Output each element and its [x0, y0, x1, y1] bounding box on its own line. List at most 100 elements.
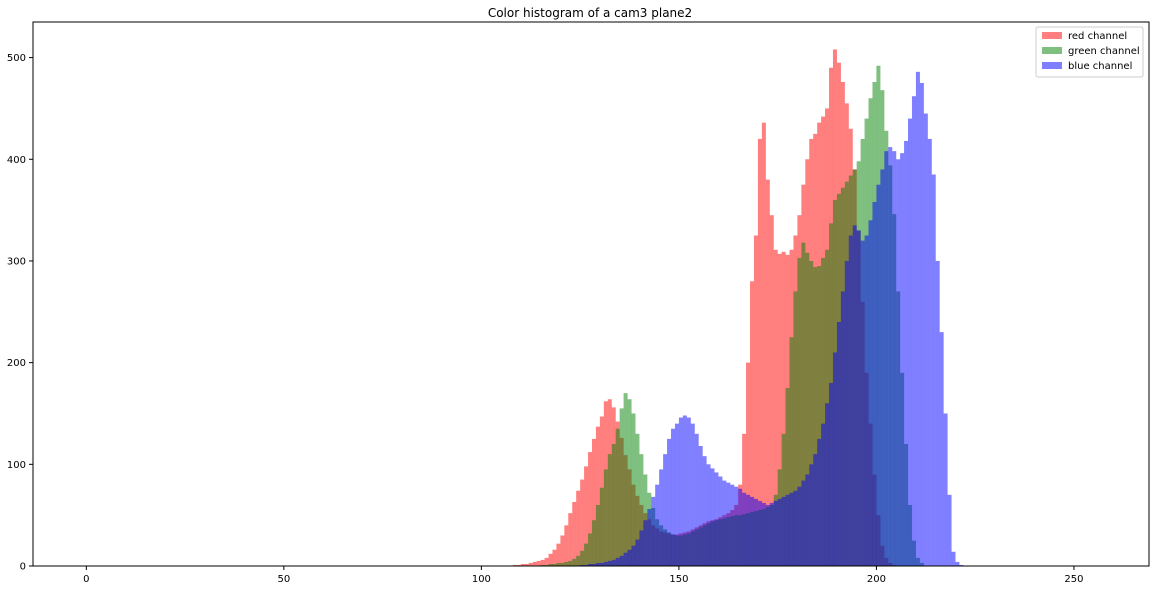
histogram-bar: [832, 352, 837, 566]
histogram-bar: [746, 494, 751, 566]
plot-frame: [32, 21, 1150, 567]
histogram-bar: [659, 469, 664, 566]
histogram-bar: [516, 564, 521, 566]
histogram-bar: [595, 562, 600, 566]
y-tick-label: 300: [7, 256, 26, 267]
legend: red channel green channel blue channel: [1035, 26, 1144, 78]
histogram-bar: [647, 509, 652, 566]
y-tick-label: 400: [7, 155, 26, 166]
x-tick-label: 100: [472, 574, 491, 585]
histogram-bar: [769, 215, 774, 566]
x-tick-label: 200: [867, 574, 886, 585]
histogram-bar: [552, 549, 557, 566]
histogram-bar: [919, 83, 924, 566]
histogram-bar: [584, 564, 589, 566]
histogram-bar: [639, 454, 644, 566]
y-tick-label: 200: [7, 358, 26, 369]
histogram-bar: [753, 235, 758, 566]
histogram-bar: [544, 557, 549, 566]
histogram-bar: [856, 230, 861, 566]
histogram-bar: [623, 393, 628, 566]
y-axis: 0 100 200 300 400 500: [7, 53, 33, 573]
histogram-bar: [619, 555, 624, 566]
histogram-bar: [564, 525, 569, 566]
histogram-bar: [572, 558, 577, 566]
legend-swatch: [1042, 47, 1062, 54]
histogram-bar: [591, 520, 596, 566]
histogram-bar: [817, 438, 822, 566]
histogram-bar: [773, 500, 778, 566]
histogram-bar: [836, 321, 841, 566]
x-tick-label: 250: [1064, 574, 1083, 585]
histogram-bar: [588, 452, 593, 566]
histogram-bar: [607, 560, 612, 566]
histogram-bar: [540, 559, 545, 566]
histogram-bar: [750, 496, 755, 566]
histogram-bar: [635, 539, 640, 566]
histogram-bar: [611, 443, 616, 566]
histogram-bar: [588, 563, 593, 566]
histogram-bar: [520, 563, 525, 566]
histogram-bar: [805, 474, 810, 566]
histogram-bar: [757, 500, 762, 566]
histogram-bar: [599, 487, 604, 566]
histogram-bar: [911, 96, 916, 566]
histogram-bar: [829, 382, 834, 566]
histogram-bar: [548, 563, 553, 566]
histogram-bar: [734, 486, 739, 566]
histogram-bar: [955, 561, 960, 566]
histogram-bar: [568, 513, 573, 566]
histogram-bar: [639, 530, 644, 566]
histogram-bar: [595, 426, 600, 566]
histogram-bar: [599, 562, 604, 566]
histogram-bar: [793, 291, 798, 566]
legend-frame: [1035, 26, 1144, 78]
histogram-bar: [591, 438, 596, 566]
histogram-bar: [560, 535, 565, 566]
histogram-bar: [595, 504, 600, 566]
histogram-bar: [904, 140, 909, 566]
histogram-bar: [817, 266, 822, 566]
histogram-bar: [753, 498, 758, 566]
histogram-bar: [777, 498, 782, 566]
histogram-bar: [702, 456, 707, 566]
histogram-bar: [568, 560, 573, 566]
histogram-bar: [572, 501, 577, 566]
histogram-bar: [619, 408, 624, 566]
histogram-bar: [607, 454, 612, 566]
histogram-bar: [781, 251, 786, 567]
histogram-bar: [694, 433, 699, 566]
histogram-bar: [789, 337, 794, 566]
histogram-bar: [761, 122, 766, 567]
histogram-bar: [915, 71, 920, 566]
x-tick-label: 150: [669, 574, 688, 585]
histogram-bar: [769, 502, 774, 566]
histogram-bar: [959, 564, 964, 566]
histogram-bar: [603, 561, 608, 566]
histogram-bar: [750, 281, 755, 566]
histogram-bar: [584, 466, 589, 566]
histogram-bar: [785, 388, 790, 566]
histogram-bar: [821, 423, 826, 566]
histogram-bar: [813, 267, 818, 566]
histogram-bar: [576, 555, 581, 566]
histogram-bar: [896, 159, 901, 566]
series-blue-channel: [580, 71, 964, 567]
histogram-bar: [773, 249, 778, 566]
histogram-bar: [809, 464, 814, 566]
histogram-bar: [552, 563, 557, 566]
histogram-bar: [560, 562, 565, 566]
histogram-bar: [876, 184, 881, 566]
histogram-bar: [714, 472, 719, 566]
histogram-bar: [726, 482, 731, 566]
histogram-bar: [682, 415, 687, 566]
histogram-bar: [615, 428, 620, 566]
histogram-bar: [524, 563, 529, 566]
histogram-bar: [939, 332, 944, 566]
histogram-bar: [805, 252, 810, 566]
histogram-bar: [757, 138, 762, 566]
histogram-bar: [718, 476, 723, 566]
histogram-bar: [611, 559, 616, 566]
histogram-bar: [797, 257, 802, 566]
y-tick-label: 100: [7, 460, 26, 471]
